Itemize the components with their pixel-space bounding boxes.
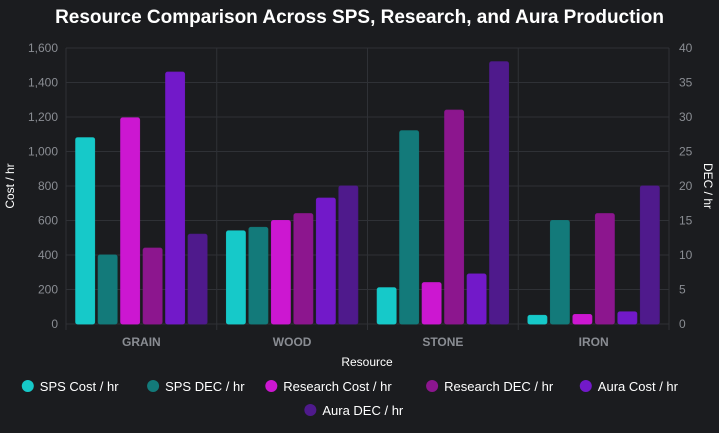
legend-label: Research DEC / hr [444, 379, 554, 394]
bar [639, 185, 660, 325]
bar [293, 213, 314, 325]
y-tick-left: 1,400 [28, 76, 58, 90]
y-tick-left: 400 [38, 248, 58, 262]
bar [187, 233, 208, 325]
bar [421, 282, 442, 325]
y-tick-right: 40 [679, 41, 693, 55]
bar [594, 213, 615, 325]
bar [120, 117, 141, 325]
legend-label: Aura Cost / hr [598, 379, 679, 394]
bar [338, 185, 359, 325]
y-tick-left: 0 [51, 317, 58, 331]
bar [248, 226, 269, 325]
bar [444, 109, 465, 325]
y-tick-right: 0 [679, 317, 686, 331]
bar [376, 287, 397, 325]
y-axis-right: 0 5 10 15 20 25 30 35 40 [679, 41, 693, 331]
y-tick-right: 20 [679, 179, 693, 193]
bar [315, 197, 336, 325]
legend-label: Aura DEC / hr [322, 403, 404, 418]
bar [270, 220, 291, 325]
bars [75, 61, 660, 325]
y-tick-right: 35 [679, 76, 693, 90]
bar [399, 130, 420, 325]
x-tick-label: GRAIN [122, 335, 161, 349]
bar [225, 230, 246, 325]
y-tick-left: 1,000 [28, 145, 58, 159]
y-tick-right: 25 [679, 145, 693, 159]
legend-label: SPS DEC / hr [165, 379, 245, 394]
y-tick-right: 5 [679, 283, 686, 297]
bar [75, 137, 96, 325]
y-tick-left: 600 [38, 214, 58, 228]
legend-label: Research Cost / hr [283, 379, 392, 394]
y-tick-left: 1,600 [28, 41, 58, 55]
y-tick-right: 10 [679, 248, 693, 262]
bar [527, 314, 548, 325]
y-tick-right: 15 [679, 214, 693, 228]
x-axis: GRAIN WOOD STONE IRON [122, 335, 609, 349]
x-tick-label: STONE [422, 335, 463, 349]
legend-label: SPS Cost / hr [40, 379, 119, 394]
y-tick-right: 30 [679, 110, 693, 124]
x-axis-label: Resource [341, 355, 393, 369]
bar [572, 314, 593, 325]
bar [466, 273, 487, 325]
legend-swatch [304, 404, 317, 416]
legend-swatch [21, 380, 34, 392]
chart-title: Resource Comparison Across SPS, Research… [55, 7, 664, 28]
legend-swatch [147, 380, 160, 392]
bar [549, 220, 570, 325]
y-axis-right-label: DEC / hr [701, 163, 715, 209]
bar [165, 71, 186, 325]
legend: SPS Cost / hr SPS DEC / hr Research Cost /… [21, 379, 679, 418]
y-tick-left: 1,200 [28, 110, 58, 124]
y-tick-left: 200 [38, 283, 58, 297]
y-axis-left: 0 200 400 600 800 1,000 1,200 1,400 1,600 [28, 41, 58, 331]
bar [617, 311, 638, 325]
legend-swatch [426, 380, 439, 392]
legend-swatch [265, 380, 278, 392]
legend-swatch [579, 380, 592, 392]
x-tick-label: WOOD [273, 335, 312, 349]
bar [489, 61, 510, 325]
bar [142, 247, 163, 325]
y-axis-left-label: Cost / hr [3, 163, 17, 208]
x-tick-label: IRON [579, 335, 609, 349]
y-tick-left: 800 [38, 179, 58, 193]
bar [97, 254, 118, 325]
